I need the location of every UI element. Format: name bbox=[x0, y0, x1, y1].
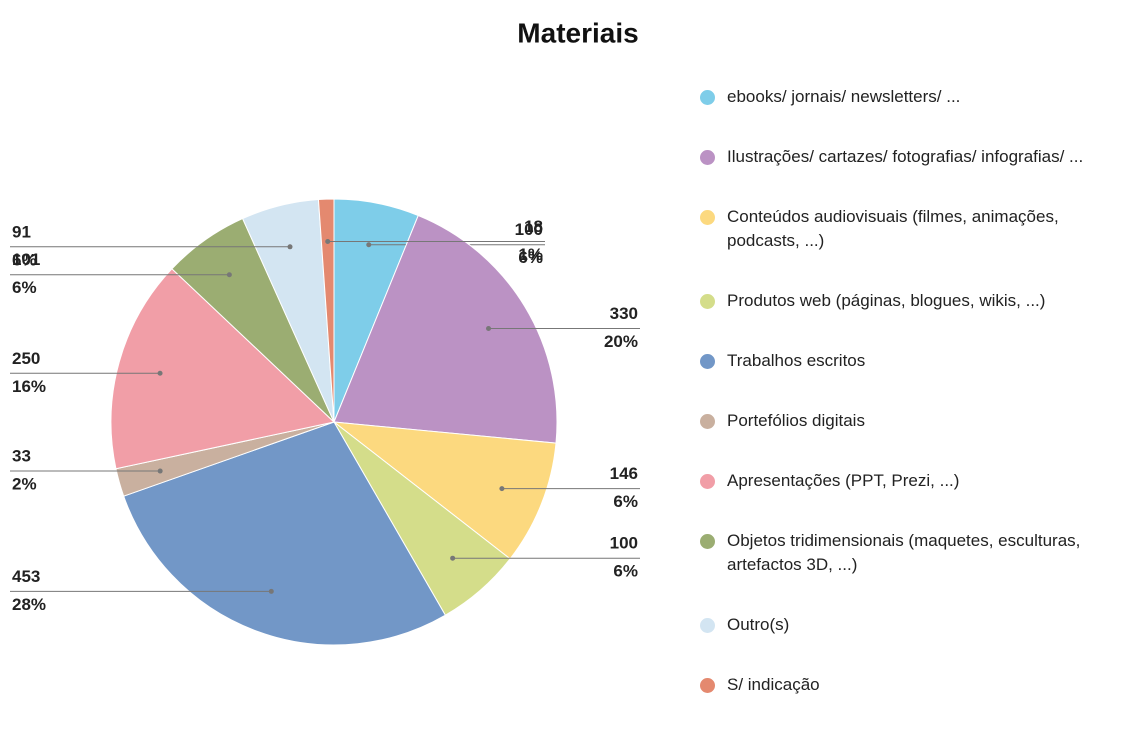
legend-item: Objetos tridimensionais (maquetes, escul… bbox=[696, 529, 1126, 577]
leader-dot bbox=[157, 370, 163, 376]
legend-swatch bbox=[700, 150, 715, 165]
percent-label: 6% bbox=[613, 492, 638, 511]
leader-dot bbox=[499, 486, 505, 492]
legend-swatch bbox=[700, 534, 715, 549]
legend-label: Trabalhos escritos bbox=[727, 351, 866, 370]
legend-label: Ilustrações/ cartazes/ fotografias/ info… bbox=[727, 147, 1084, 166]
percent-label: 6% bbox=[12, 250, 37, 269]
percent-label: 16% bbox=[12, 377, 46, 396]
percent-label: 2% bbox=[12, 475, 37, 494]
leader-dot bbox=[268, 588, 274, 594]
legend-label: Objetos tridimensionais (maquetes, escul… bbox=[727, 531, 1081, 574]
data-label: 330 bbox=[610, 304, 638, 323]
data-label: 91 bbox=[12, 222, 31, 241]
legend-item: Conteúdos audiovisuais (filmes, animaçõe… bbox=[696, 205, 1126, 253]
legend-swatch bbox=[700, 354, 715, 369]
pie-slice bbox=[123, 421, 447, 646]
legend-item: Trabalhos escritos bbox=[696, 349, 1126, 373]
percent-label: 20% bbox=[604, 332, 638, 351]
data-label: 250 bbox=[12, 349, 40, 368]
percent-label: 28% bbox=[12, 595, 46, 614]
pie-slice bbox=[332, 421, 557, 560]
legend-label: Portefólios digitais bbox=[727, 411, 865, 430]
legend-swatch bbox=[700, 414, 715, 429]
chart-title: Materiais bbox=[517, 17, 638, 48]
data-label: 453 bbox=[12, 567, 40, 586]
legend-item: Apresentações (PPT, Prezi, ...) bbox=[696, 469, 1126, 493]
legend-swatch bbox=[700, 294, 715, 309]
leader-dot bbox=[486, 325, 492, 331]
legend-item: ebooks/ jornais/ newsletters/ ... bbox=[696, 85, 1126, 109]
legend-item: Outro(s) bbox=[696, 613, 1126, 637]
percent-label: 1% bbox=[518, 245, 543, 264]
legend-item: Produtos web (páginas, blogues, wikis, .… bbox=[696, 289, 1126, 313]
legend-label: S/ indicação bbox=[727, 675, 820, 694]
legend-swatch bbox=[700, 618, 715, 633]
data-label: 18 bbox=[524, 217, 543, 236]
legend-label: Outro(s) bbox=[727, 615, 790, 634]
leader-dot bbox=[157, 468, 163, 474]
legend-item: Ilustrações/ cartazes/ fotografias/ info… bbox=[696, 145, 1126, 169]
data-label: 100 bbox=[610, 534, 638, 553]
legend-label: Conteúdos audiovisuais (filmes, animaçõe… bbox=[727, 207, 1059, 250]
legend-label: Produtos web (páginas, blogues, wikis, .… bbox=[727, 291, 1046, 310]
leader-dot bbox=[226, 272, 232, 278]
legend-item: S/ indicação bbox=[696, 673, 1126, 697]
data-label: 33 bbox=[12, 447, 31, 466]
percent-label: 6% bbox=[518, 248, 543, 267]
pie-slice bbox=[333, 214, 558, 444]
legend-label: ebooks/ jornais/ newsletters/ ... bbox=[727, 87, 961, 106]
percent-label: 6% bbox=[12, 278, 37, 297]
leader-dot bbox=[450, 555, 456, 561]
percent-label: 6% bbox=[613, 562, 638, 581]
legend-swatch bbox=[700, 210, 715, 225]
legend-swatch bbox=[700, 90, 715, 105]
leader-dot bbox=[366, 242, 372, 248]
data-label: 100 bbox=[515, 220, 543, 239]
data-label: 101 bbox=[12, 250, 40, 269]
legend: ebooks/ jornais/ newsletters/ ... Ilustra… bbox=[696, 85, 1126, 697]
legend-swatch bbox=[700, 474, 715, 489]
pie-slice bbox=[317, 198, 335, 423]
data-label: 146 bbox=[610, 464, 638, 483]
leader-dot bbox=[287, 244, 293, 250]
legend-swatch bbox=[700, 678, 715, 693]
legend-label: Apresentações (PPT, Prezi, ...) bbox=[727, 471, 960, 490]
pie-slice bbox=[110, 268, 336, 470]
legend-item: Portefólios digitais bbox=[696, 409, 1126, 433]
leader-dot bbox=[325, 238, 331, 244]
